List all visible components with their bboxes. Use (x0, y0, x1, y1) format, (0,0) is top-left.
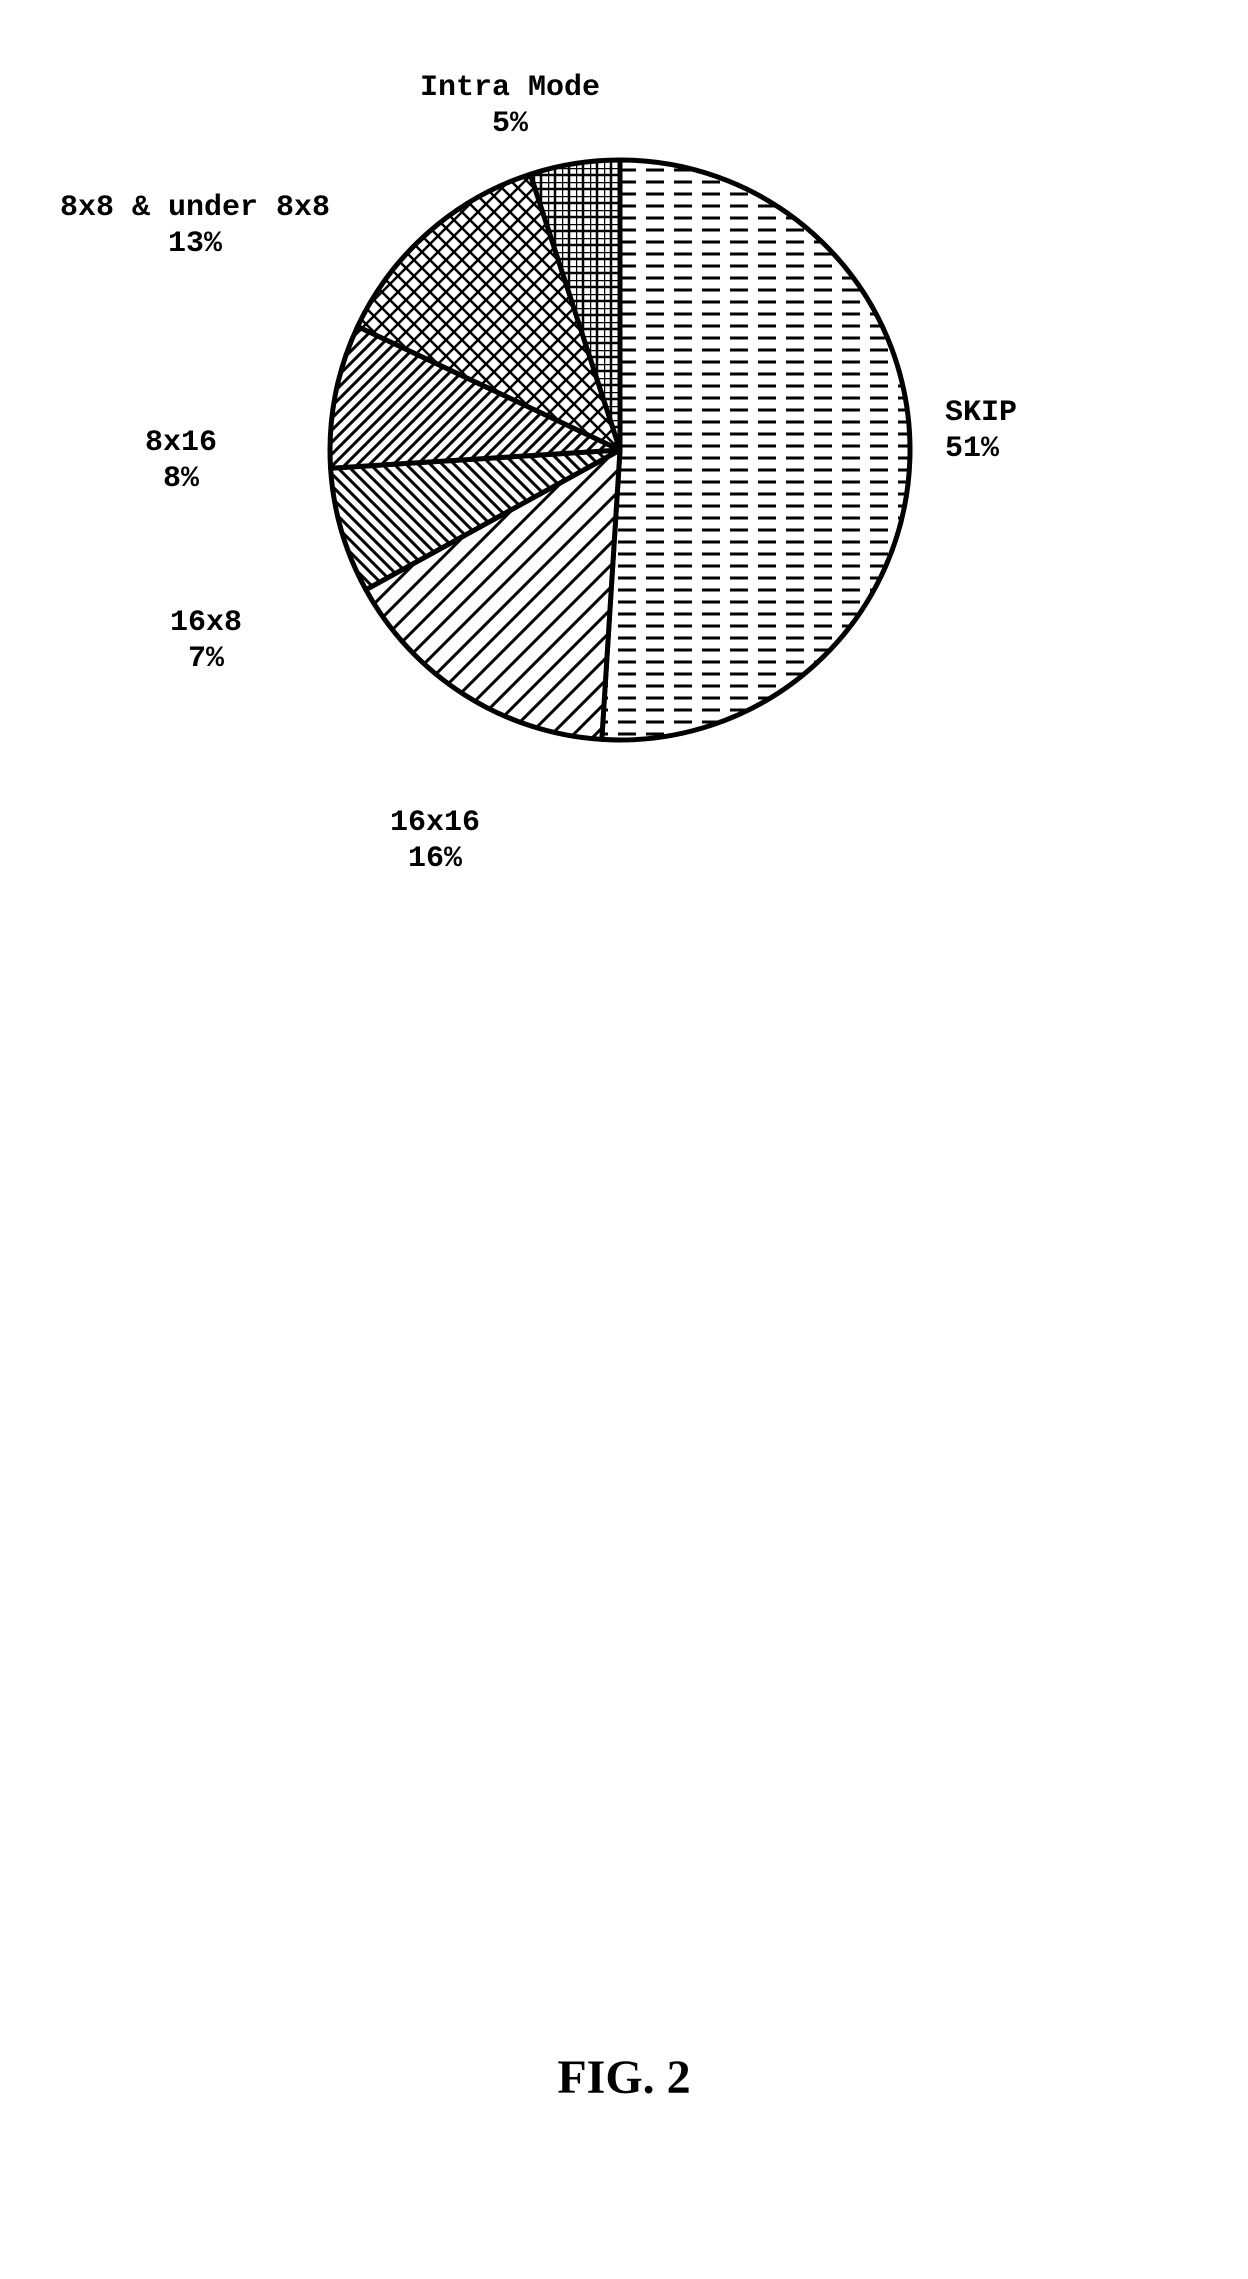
slice-label-line2: 13% (60, 226, 330, 262)
slice-label-line2: 7% (170, 641, 242, 677)
slice-label-line1: 8x8 & under 8x8 (60, 190, 330, 226)
slice-label-line1: 16x8 (170, 605, 242, 641)
pie-chart (310, 140, 930, 760)
slice-label-line2: 8% (145, 461, 217, 497)
pie-slice (602, 160, 910, 740)
figure-caption-text: FIG. 2 (557, 2051, 690, 2104)
slice-label: 8x168% (145, 425, 217, 497)
figure-caption: FIG. 2 (0, 2050, 1248, 2105)
slice-label-line1: SKIP (945, 395, 1017, 431)
slice-label: 16x87% (170, 605, 242, 677)
slice-label-line1: 8x16 (145, 425, 217, 461)
slice-label-line1: Intra Mode (420, 70, 600, 106)
slice-label-line2: 51% (945, 431, 1017, 467)
chart-container: SKIP51% 16x1616% 16x87% 8x168% 8x8 & under 8… (0, 60, 1248, 960)
slice-label-line1: 16x16 (390, 805, 480, 841)
slice-label: 16x1616% (390, 805, 480, 877)
slice-label: 8x8 & under 8x813% (60, 190, 330, 262)
slice-label-line2: 16% (390, 841, 480, 877)
slice-label: SKIP51% (945, 395, 1017, 467)
slice-label-line2: 5% (420, 106, 600, 142)
slice-label: Intra Mode5% (420, 70, 600, 142)
